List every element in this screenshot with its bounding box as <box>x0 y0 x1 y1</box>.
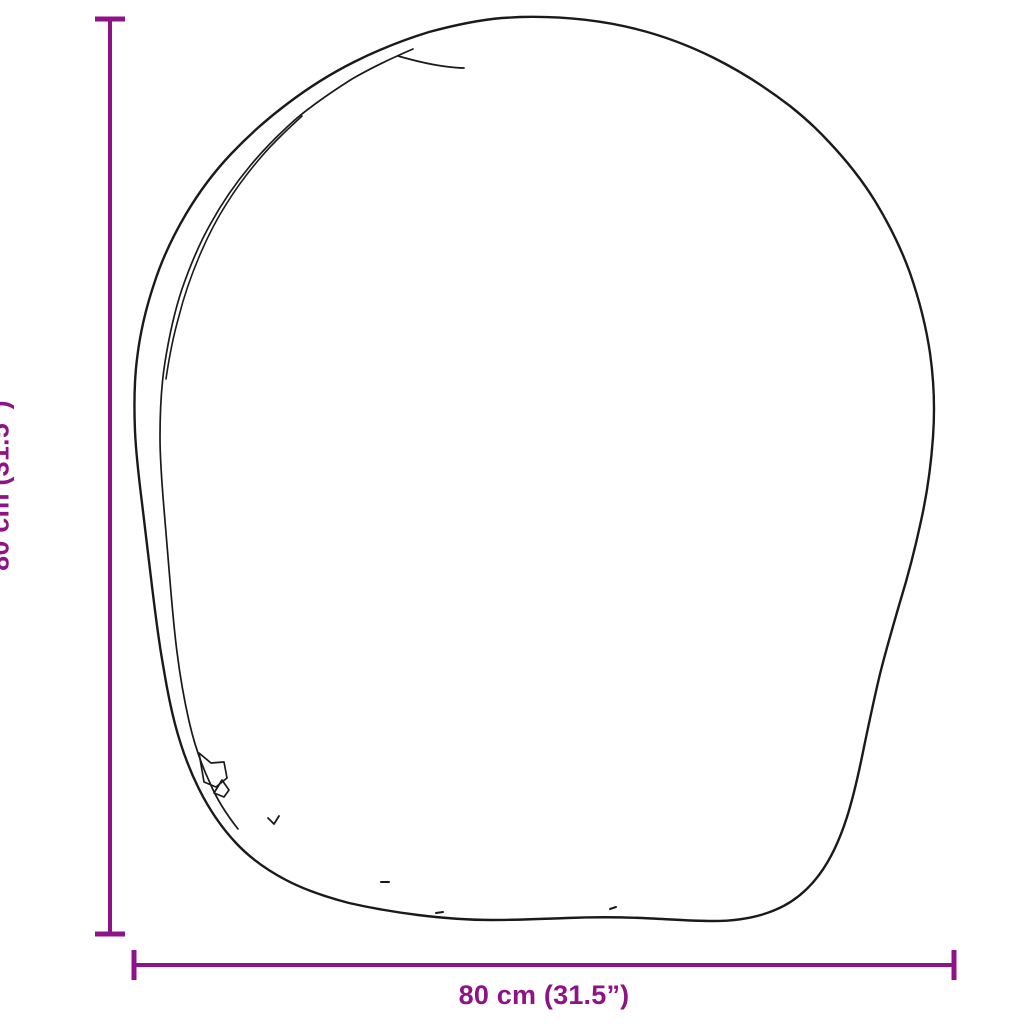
width-dimension-line <box>131 950 957 980</box>
mirror-chip-mark <box>267 815 280 825</box>
mirror-speckle-3 <box>609 906 617 910</box>
mirror-facet-detail-1 <box>198 752 228 788</box>
mirror-outer-edge <box>133 15 936 923</box>
mirror-speckle-2 <box>435 911 444 914</box>
mirror-outline-group <box>133 15 936 923</box>
width-dimension-label: 80 cm (31.5”) <box>458 980 630 1010</box>
mirror-inner-rim-upper-left <box>165 115 303 380</box>
height-dimension-label: 80 cm (31.5”) <box>0 400 15 571</box>
mirror-facet-detail-2 <box>213 779 230 798</box>
mirror-inner-rim-left <box>159 48 414 830</box>
mirror-crest-detail-top <box>397 55 465 69</box>
height-dimension-line <box>95 16 125 937</box>
